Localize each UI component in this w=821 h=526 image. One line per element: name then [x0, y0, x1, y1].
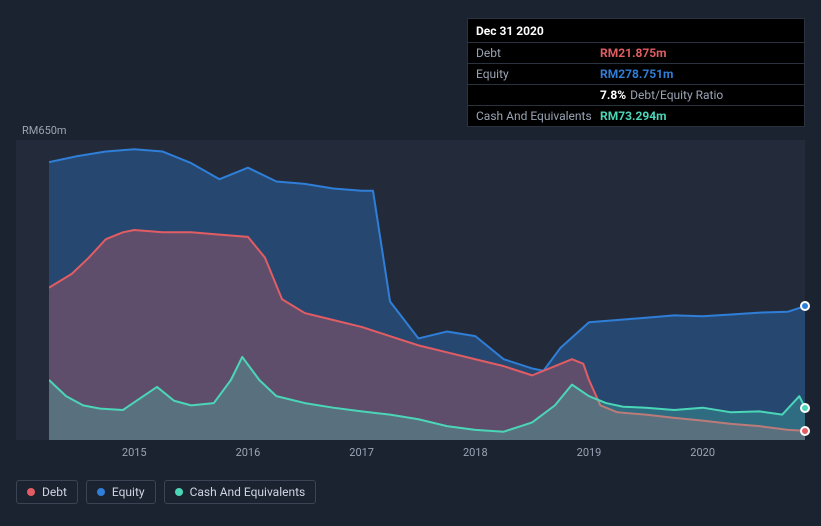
chart-legend: Debt Equity Cash And Equivalents: [16, 480, 316, 504]
legend-swatch: [97, 488, 105, 496]
x-tick: 2020: [690, 446, 715, 459]
legend-label: Equity: [112, 485, 145, 499]
legend-swatch: [175, 488, 183, 496]
x-tick: 2017: [349, 446, 374, 459]
legend-label: Cash And Equivalents: [190, 485, 306, 499]
tooltip-row: DebtRM21.875m: [468, 43, 804, 64]
tooltip-date: Dec 31 2020: [468, 19, 804, 43]
equity-marker: [800, 301, 810, 311]
legend-swatch: [27, 488, 35, 496]
y-axis-label-top: RM650m: [22, 124, 67, 137]
tooltip-row-value: 7.8%: [600, 88, 626, 102]
tooltip-row-value: RM278.751m: [600, 67, 673, 81]
legend-item-equity[interactable]: Equity: [86, 480, 156, 504]
x-axis: 2015 2016 2017 2018 2019 2020: [49, 446, 805, 466]
legend-item-cash-and-equivalents[interactable]: Cash And Equivalents: [164, 480, 317, 504]
x-tick: 2018: [463, 446, 488, 459]
legend-item-debt[interactable]: Debt: [16, 480, 78, 504]
tooltip-row: Cash And EquivalentsRM73.294m: [468, 106, 804, 126]
cash-marker: [800, 403, 810, 413]
x-tick: 2016: [236, 446, 261, 459]
tooltip-row-label: Equity: [476, 67, 600, 81]
x-tick: 2015: [122, 446, 147, 459]
tooltip-row-label: Cash And Equivalents: [476, 109, 600, 123]
tooltip-row-suffix: Debt/Equity Ratio: [630, 88, 723, 102]
tooltip-row-value: RM21.875m: [600, 46, 667, 60]
tooltip-row-value: RM73.294m: [600, 109, 667, 123]
tooltip-row-label: [476, 88, 600, 102]
tooltip-row-label: Debt: [476, 46, 600, 60]
tooltip-row: 7.8% Debt/Equity Ratio: [468, 85, 804, 106]
x-tick: 2019: [577, 446, 602, 459]
chart-tooltip: Dec 31 2020 DebtRM21.875mEquityRM278.751…: [467, 18, 805, 127]
financial-chart: Dec 31 2020 DebtRM21.875mEquityRM278.751…: [0, 0, 821, 526]
chart-plot[interactable]: [49, 140, 805, 440]
debt-marker: [800, 426, 810, 436]
tooltip-row: EquityRM278.751m: [468, 64, 804, 85]
legend-label: Debt: [42, 485, 67, 499]
